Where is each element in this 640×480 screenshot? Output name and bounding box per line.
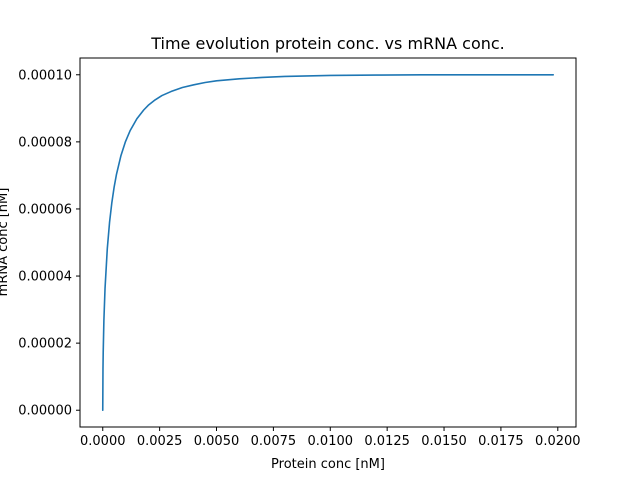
x-tick-label: 0.0150 [421, 434, 467, 449]
x-tick-label: 0.0175 [478, 434, 524, 449]
x-axis: 0.0000 0.0025 0.0050 0.0075 0.0100 0.0125 0.01… [80, 427, 581, 449]
y-axis: 0.00000 0.00002 0.00004 0.00006 0.00008 0.000… [18, 68, 80, 419]
series-line-0 [101, 73, 555, 412]
y-tick-label: 0.00008 [18, 135, 72, 150]
x-tick-label: 0.0000 [80, 434, 126, 449]
x-tick-label: 0.0075 [251, 434, 297, 449]
x-tick-label: 0.0100 [308, 434, 354, 449]
x-tick-label: 0.0025 [137, 434, 183, 449]
chart-title: Time evolution protein conc. vs mRNA con… [150, 34, 505, 53]
x-tick-label: 0.0050 [194, 434, 240, 449]
series-layer [101, 73, 555, 412]
plot-area [80, 58, 576, 427]
y-tick-label: 0.00010 [18, 68, 72, 83]
y-tick-label: 0.00000 [18, 404, 72, 419]
x-axis-label: Protein conc [nM] [271, 457, 385, 472]
x-tick-label: 0.0200 [535, 434, 581, 449]
plot-frame [79, 57, 577, 428]
y-tick-label: 0.00002 [18, 337, 72, 352]
y-tick-label: 0.00004 [18, 270, 72, 285]
x-tick-label: 0.0125 [364, 434, 410, 449]
y-tick-label: 0.00006 [18, 202, 72, 217]
y-axis-label: mRNA conc [nM] [0, 188, 11, 297]
